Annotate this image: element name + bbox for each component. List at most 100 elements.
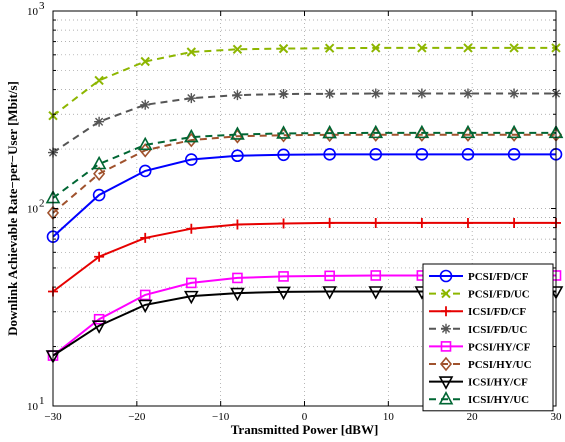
data-point-icsi-fd-cf xyxy=(278,218,289,229)
data-point-pcsi-fd-cf xyxy=(507,148,521,161)
data-point-icsi-hy-uc xyxy=(91,155,107,170)
data-point-icsi-hy-uc xyxy=(230,126,245,140)
series-line-icsi-fd-cf xyxy=(52,221,556,293)
data-point-pcsi-hy-cf xyxy=(370,270,382,281)
data-point-icsi-fd-cf xyxy=(324,217,335,228)
data-point-icsi-fd-cf xyxy=(462,217,473,228)
data-point-icsi-hy-cf xyxy=(183,290,199,305)
series-pcsi-fd-uc xyxy=(48,43,561,121)
data-point-pcsi-fd-uc xyxy=(463,43,473,53)
legend-label-icsi-hy-uc: ICSI/HY/UC xyxy=(468,394,529,406)
series-icsi-hy-uc xyxy=(45,124,564,204)
data-point-icsi-fd-cf xyxy=(232,219,243,230)
data-point-pcsi-fd-uc xyxy=(94,75,104,86)
data-point-icsi-fd-uc xyxy=(370,88,381,99)
data-point-pcsi-hy-uc xyxy=(139,143,152,158)
x-tick-label: −20 xyxy=(128,411,146,423)
data-point-icsi-hy-uc xyxy=(368,124,384,139)
data-point-pcsi-fd-cf xyxy=(323,148,336,161)
data-point-icsi-hy-cf xyxy=(91,320,107,334)
legend-marker-pcsi-hy-cf xyxy=(440,341,452,352)
data-point-icsi-fd-uc xyxy=(94,116,105,127)
data-point-icsi-hy-cf xyxy=(137,299,153,314)
legend-marker-icsi-fd-uc xyxy=(441,323,451,334)
y-tick-label-exponent: 1 xyxy=(39,395,45,407)
data-point-pcsi-fd-uc xyxy=(509,43,519,53)
data-point-icsi-fd-uc xyxy=(462,88,473,99)
data-point-pcsi-hy-cf xyxy=(232,272,243,284)
legend-label-icsi-fd-uc: ICSI/FD/UC xyxy=(468,324,527,336)
data-point-pcsi-fd-uc xyxy=(278,43,289,54)
data-point-icsi-hy-cf xyxy=(230,287,245,302)
x-tick-label: 20 xyxy=(467,411,479,423)
legend: PCSI/FD/CF PCSI/FD/UC ICSI/FD/CF ICSI/FD/UC… xyxy=(422,263,554,412)
data-point-pcsi-fd-cf xyxy=(92,188,106,202)
data-point-icsi-fd-uc xyxy=(416,88,427,99)
data-point-icsi-hy-uc xyxy=(183,128,199,143)
series-pcsi-fd-cf xyxy=(46,148,563,243)
data-point-icsi-hy-cf xyxy=(368,286,384,300)
data-point-pcsi-hy-cf xyxy=(324,270,335,282)
legend-label-pcsi-fd-cf: PCSI/FD/CF xyxy=(468,271,529,283)
data-point-icsi-fd-cf xyxy=(416,217,427,228)
data-point-icsi-fd-cf xyxy=(186,223,197,234)
legend-marker-icsi-hy-uc xyxy=(438,391,454,405)
x-tick-label: 30 xyxy=(551,411,563,423)
series-line-pcsi-fd-cf xyxy=(52,153,556,238)
y-tick-label: 10 xyxy=(27,401,39,413)
data-point-icsi-fd-uc xyxy=(509,88,520,99)
data-point-icsi-hy-uc xyxy=(137,136,153,151)
data-point-pcsi-fd-uc xyxy=(324,43,335,53)
data-point-pcsi-fd-cf xyxy=(185,153,198,166)
data-point-icsi-fd-uc xyxy=(140,99,151,110)
legend-label-pcsi-fd-uc: PCSI/FD/UC xyxy=(468,289,530,301)
data-point-pcsi-hy-cf xyxy=(278,271,289,282)
x-tick-label: 10 xyxy=(383,411,395,423)
data-point-pcsi-fd-cf xyxy=(415,148,429,161)
data-point-pcsi-fd-uc xyxy=(140,56,150,67)
legend-marker-pcsi-hy-uc xyxy=(439,356,453,372)
x-tick-label: 0 xyxy=(302,411,308,423)
data-point-icsi-hy-cf xyxy=(322,286,337,300)
data-point-icsi-fd-cf xyxy=(370,217,381,228)
y-tick-label-exponent: 3 xyxy=(39,0,45,12)
data-point-icsi-fd-uc xyxy=(232,90,243,101)
x-axis-title: Transmitted Power [dBW] xyxy=(231,422,379,437)
series-pcsi-hy-uc xyxy=(46,127,563,221)
x-tick-label: −30 xyxy=(44,411,62,423)
series-line-icsi-hy-uc xyxy=(52,131,556,199)
legend-marker-icsi-hy-cf xyxy=(438,376,454,390)
legend-label-icsi-fd-cf: ICSI/FD/CF xyxy=(468,306,526,318)
data-point-icsi-hy-uc xyxy=(460,124,476,139)
data-point-pcsi-hy-cf xyxy=(186,277,197,289)
y-tick-label: 10 xyxy=(27,6,39,18)
x-tick-label: −10 xyxy=(212,411,230,423)
data-point-pcsi-fd-uc xyxy=(232,44,243,54)
series-line-pcsi-hy-uc xyxy=(52,133,556,214)
series-icsi-fd-cf xyxy=(48,217,561,297)
legend-marker-icsi-fd-cf xyxy=(441,306,451,317)
data-point-pcsi-fd-uc xyxy=(186,47,197,57)
data-point-icsi-fd-uc xyxy=(278,88,289,99)
data-point-pcsi-fd-cf xyxy=(138,164,152,178)
data-point-icsi-hy-cf xyxy=(276,286,291,301)
data-point-pcsi-hy-cf xyxy=(139,289,151,301)
data-point-icsi-hy-uc xyxy=(276,125,291,139)
y-axis-title: Downlink Achievable Rate−per−User [Mbit/… xyxy=(5,81,20,336)
legend-label-pcsi-hy-cf: PCSI/HY/CF xyxy=(468,341,531,353)
data-point-icsi-hy-uc xyxy=(322,124,337,139)
data-point-icsi-fd-uc xyxy=(186,93,197,104)
data-point-pcsi-fd-uc xyxy=(371,43,381,53)
data-point-icsi-fd-uc xyxy=(324,88,335,99)
data-point-pcsi-fd-cf xyxy=(231,149,244,163)
legend-marker-pcsi-fd-cf xyxy=(439,269,453,283)
data-point-icsi-hy-uc xyxy=(506,124,522,139)
data-point-icsi-hy-uc xyxy=(414,124,430,139)
y-tick-label: 10 xyxy=(27,204,39,216)
data-point-pcsi-fd-cf xyxy=(461,148,475,161)
data-point-icsi-fd-cf xyxy=(140,232,151,243)
series-line-pcsi-fd-uc xyxy=(52,46,556,117)
data-point-icsi-fd-cf xyxy=(94,251,105,262)
